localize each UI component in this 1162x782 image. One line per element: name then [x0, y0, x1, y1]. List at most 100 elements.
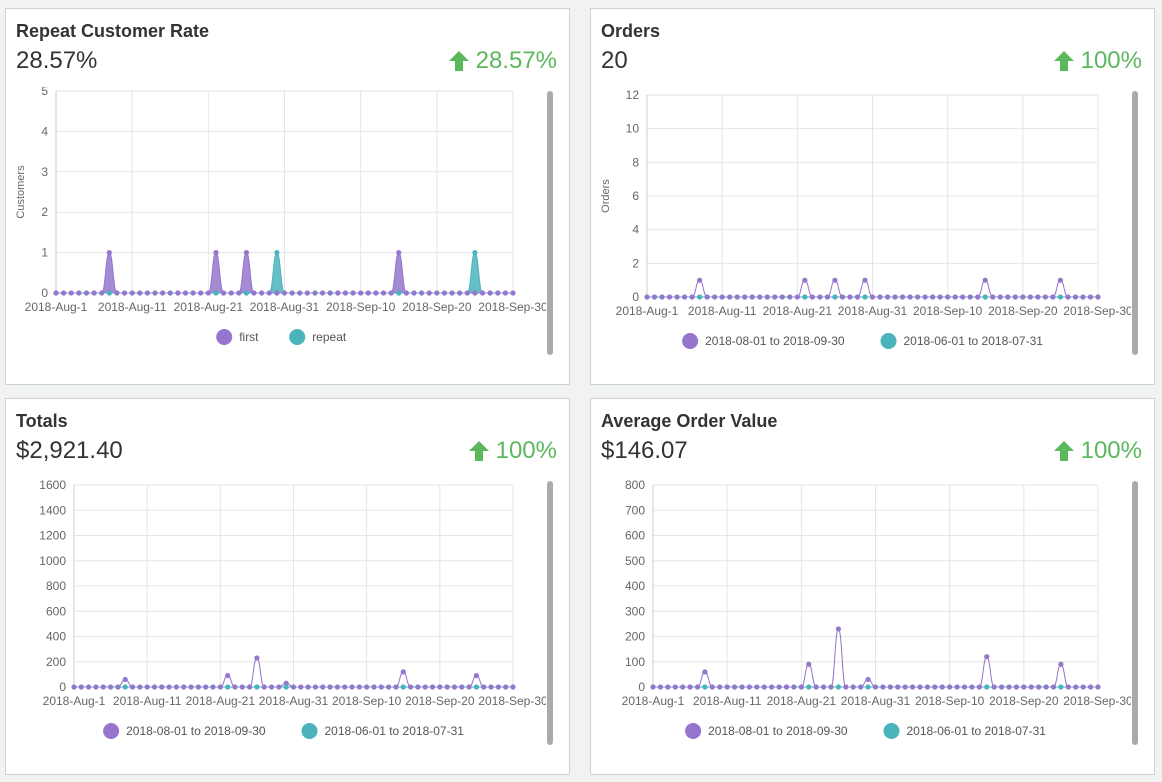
data-point [400, 669, 406, 675]
card-value: 28.57% [16, 47, 98, 74]
data-point [967, 294, 973, 300]
data-point [261, 684, 267, 690]
card-orders: Orders 20 100% 0 2 4 6 8 10 12 2018-Aug-1 2018-A… [590, 8, 1155, 385]
data-point [304, 290, 310, 296]
data-point [289, 290, 295, 296]
y-tick-label: 2 [632, 256, 639, 270]
data-point [312, 684, 319, 690]
data-point [847, 294, 853, 300]
data-point [225, 684, 231, 690]
data-point [190, 290, 196, 296]
data-point [779, 294, 785, 300]
data-point [832, 294, 838, 300]
data-point [954, 684, 960, 690]
data-point [899, 294, 906, 300]
data-point [429, 684, 436, 690]
data-point [1057, 294, 1064, 300]
data-point [358, 290, 364, 296]
scrollbar[interactable] [1132, 91, 1138, 355]
data-point [411, 290, 417, 296]
data-point [473, 684, 480, 690]
legend-swatch [880, 333, 897, 349]
data-point [68, 290, 74, 296]
data-point [100, 684, 106, 690]
x-tick-label: 2018-Sep-20 [988, 304, 1058, 318]
data-point [198, 290, 204, 296]
y-tick-label: 200 [625, 630, 645, 644]
data-point [644, 294, 650, 300]
data-point [364, 684, 370, 690]
data-point [83, 290, 90, 296]
data-point [719, 294, 725, 300]
data-point [239, 684, 245, 690]
data-point [1012, 294, 1018, 300]
change-indicator: 100% [1053, 437, 1142, 465]
average-order-value-chart: 0 100 200 300 400 500 600 700 800 2018-Aug-1 2018-… [622, 478, 1131, 739]
x-tick-label: 2018-Sep-10 [326, 300, 396, 314]
scrollbar[interactable] [547, 91, 553, 355]
y-tick-label: 0 [41, 286, 48, 300]
legend-swatch [685, 723, 702, 739]
data-point [1057, 277, 1064, 283]
data-point [1087, 294, 1094, 300]
y-tick-label: 0 [638, 680, 645, 694]
data-point [281, 290, 288, 296]
data-point [290, 684, 297, 690]
card-title: Repeat Customer Rate [16, 21, 210, 41]
change-value: 28.57% [475, 47, 557, 74]
x-tick-label: 2018-Sep-30 [478, 694, 546, 708]
data-point [151, 684, 158, 690]
data-point [727, 294, 733, 300]
data-point [969, 684, 975, 690]
data-point [746, 684, 753, 690]
data-point [806, 684, 812, 690]
data-point [997, 294, 1003, 300]
data-point [1065, 684, 1071, 690]
data-point [283, 684, 289, 690]
data-point [488, 684, 494, 690]
data-point [976, 684, 982, 690]
data-point [53, 290, 59, 296]
x-tick-label: 2018-Sep-10 [332, 694, 402, 708]
data-point [884, 294, 891, 300]
data-point [400, 684, 406, 690]
y-tick-label: 1 [41, 246, 48, 260]
data-point [850, 684, 856, 690]
data-point [794, 294, 800, 300]
data-point [378, 684, 384, 690]
scrollbar[interactable] [1132, 481, 1138, 745]
data-point [437, 684, 443, 690]
y-tick-label: 5 [41, 87, 48, 98]
data-point [858, 684, 864, 690]
data-point [334, 684, 340, 690]
x-tick-label: 2018-Aug-11 [693, 694, 762, 708]
data-point [1027, 294, 1033, 300]
data-point [434, 290, 440, 296]
legend-swatch [216, 329, 233, 345]
data-point [276, 684, 282, 690]
data-point [349, 684, 355, 690]
data-point [195, 684, 201, 690]
data-point [689, 294, 695, 300]
data-point [982, 277, 988, 283]
y-tick-label: 0 [59, 680, 66, 694]
data-point [1028, 684, 1034, 690]
legend-swatch [289, 329, 306, 345]
data-point [930, 294, 936, 300]
data-point [1065, 294, 1071, 300]
data-point [217, 684, 223, 690]
x-tick-label: 2018-Sep-30 [478, 300, 546, 314]
data-point [694, 684, 701, 690]
data-point [173, 684, 180, 690]
data-point [924, 684, 931, 690]
x-tick-label: 2018-Aug-31 [259, 694, 329, 708]
data-point [960, 294, 966, 300]
data-point [181, 684, 187, 690]
card-value: 20 [601, 47, 628, 74]
legend-swatch [682, 333, 699, 349]
x-tick-label: 2018-Aug-31 [838, 304, 908, 318]
card-value: $2,921.40 [16, 437, 123, 464]
scrollbar[interactable] [547, 481, 553, 745]
data-point [687, 684, 693, 690]
data-point [817, 294, 823, 300]
